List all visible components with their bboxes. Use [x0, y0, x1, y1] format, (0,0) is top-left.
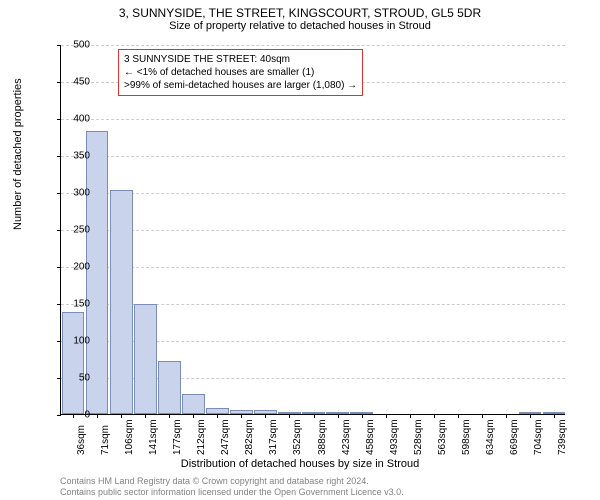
xtick-label: 528sqm	[413, 419, 424, 455]
xtick-mark	[554, 414, 555, 418]
xtick-label: 247sqm	[220, 419, 231, 455]
bar	[62, 312, 85, 414]
xtick-label: 71sqm	[100, 425, 111, 455]
xtick-label: 106sqm	[124, 419, 135, 455]
bar	[110, 190, 133, 414]
xtick-label: 36sqm	[76, 425, 87, 455]
xtick-label: 598sqm	[461, 419, 472, 455]
grid-line	[61, 156, 565, 157]
xtick-mark	[458, 414, 459, 418]
grid-line	[61, 230, 565, 231]
xtick-mark	[506, 414, 507, 418]
ytick-label: 200	[60, 262, 90, 273]
bar	[158, 361, 181, 414]
footer-line2: Contains public sector information licen…	[60, 487, 404, 498]
bar	[134, 304, 157, 414]
xtick-label: 493sqm	[389, 419, 400, 455]
xtick-mark	[241, 414, 242, 418]
xtick-mark	[193, 414, 194, 418]
xtick-mark	[338, 414, 339, 418]
annotation-line1: 3 SUNNYSIDE THE STREET: 40sqm	[124, 53, 357, 66]
xtick-mark	[289, 414, 290, 418]
ytick-label: 400	[60, 114, 90, 125]
xtick-label: 634sqm	[485, 419, 496, 455]
ytick-label: 450	[60, 77, 90, 88]
xtick-label: 317sqm	[268, 419, 279, 455]
y-axis-label: Number of detached properties	[12, 78, 24, 230]
footer-attribution: Contains HM Land Registry data © Crown c…	[60, 476, 404, 498]
xtick-label: 423sqm	[341, 419, 352, 455]
xtick-label: 388sqm	[317, 419, 328, 455]
ytick-label: 350	[60, 151, 90, 162]
xtick-mark	[145, 414, 146, 418]
ytick-label: 50	[60, 373, 90, 384]
xtick-label: 739sqm	[557, 419, 568, 455]
x-axis-label: Distribution of detached houses by size …	[0, 458, 600, 470]
xtick-mark	[362, 414, 363, 418]
ytick-label: 150	[60, 299, 90, 310]
xtick-label: 177sqm	[172, 419, 183, 455]
grid-line	[61, 119, 565, 120]
xtick-label: 704sqm	[533, 419, 544, 455]
annotation-line2: ← <1% of detached houses are smaller (1)	[124, 66, 357, 79]
grid-line	[61, 45, 565, 46]
ytick-label: 100	[60, 336, 90, 347]
xtick-label: 563sqm	[437, 419, 448, 455]
ytick-label: 300	[60, 188, 90, 199]
xtick-mark	[434, 414, 435, 418]
chart-title: 3, SUNNYSIDE, THE STREET, KINGSCOURT, ST…	[0, 0, 600, 20]
xtick-mark	[482, 414, 483, 418]
plot-region: 36sqm71sqm106sqm141sqm177sqm212sqm247sqm…	[60, 45, 565, 415]
xtick-label: 282sqm	[244, 419, 255, 455]
annotation-line3: >99% of semi-detached houses are larger …	[124, 79, 357, 92]
chart-area: 36sqm71sqm106sqm141sqm177sqm212sqm247sqm…	[60, 45, 565, 415]
xtick-label: 141sqm	[148, 419, 159, 455]
xtick-mark	[217, 414, 218, 418]
xtick-mark	[169, 414, 170, 418]
xtick-mark	[97, 414, 98, 418]
xtick-label: 458sqm	[365, 419, 376, 455]
annotation-box: 3 SUNNYSIDE THE STREET: 40sqm ← <1% of d…	[118, 49, 363, 96]
xtick-mark	[410, 414, 411, 418]
xtick-mark	[265, 414, 266, 418]
ytick-label: 500	[60, 40, 90, 51]
footer-line1: Contains HM Land Registry data © Crown c…	[60, 476, 404, 487]
xtick-label: 212sqm	[196, 419, 207, 455]
xtick-mark	[314, 414, 315, 418]
grid-line	[61, 193, 565, 194]
xtick-mark	[121, 414, 122, 418]
ytick-label: 0	[60, 410, 90, 421]
xtick-label: 669sqm	[509, 419, 520, 455]
grid-line	[61, 267, 565, 268]
xtick-label: 352sqm	[292, 419, 303, 455]
chart-subtitle: Size of property relative to detached ho…	[0, 20, 600, 34]
xtick-mark	[386, 414, 387, 418]
ytick-label: 250	[60, 225, 90, 236]
bar	[182, 394, 205, 414]
xtick-mark	[530, 414, 531, 418]
